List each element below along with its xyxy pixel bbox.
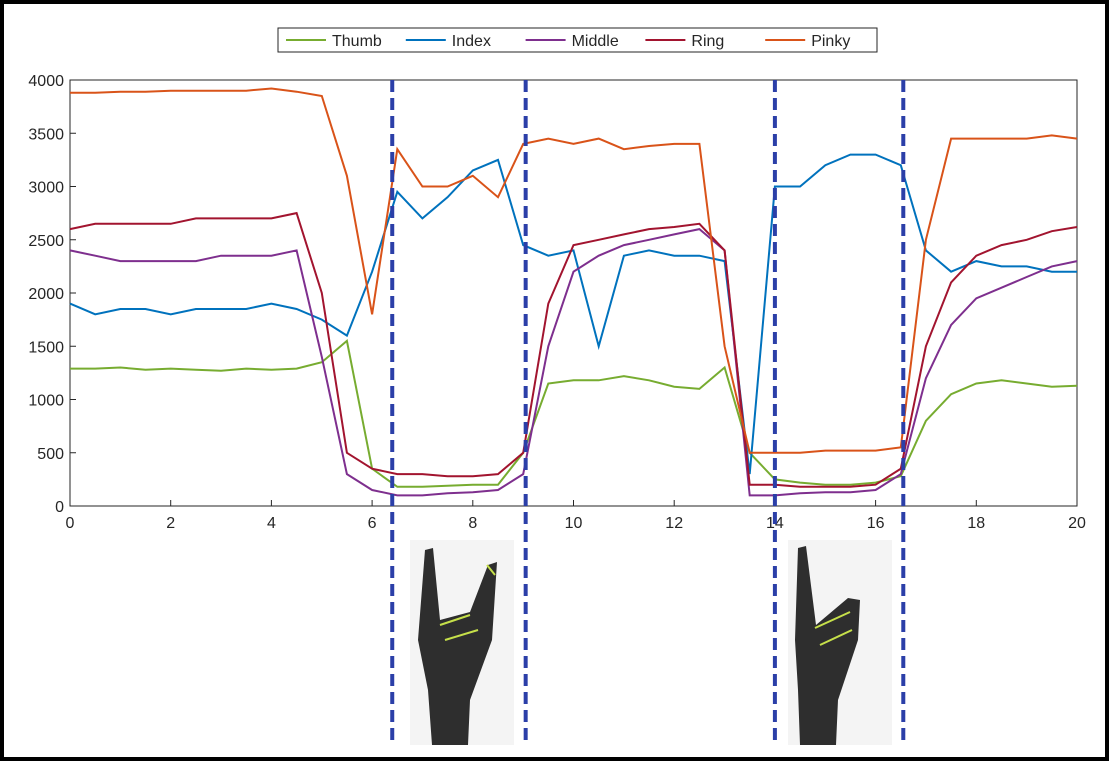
x-tick-label: 0: [66, 515, 75, 532]
chart: 0 500 1000 1500 2000 2500 3000 3500 4000 0 2 4 6 8 10 1…: [0, 0, 1109, 761]
y-tick-label: 3000: [28, 180, 64, 197]
y-tick-label: 1500: [28, 339, 64, 356]
glove-photo: [788, 540, 892, 745]
legend-label: Index: [452, 33, 491, 50]
y-tick-label: 1000: [28, 393, 64, 410]
frame: [2, 2, 1107, 759]
y-tick-label: 4000: [28, 73, 64, 90]
legend-label: Thumb: [332, 33, 382, 50]
y-tick-label: 2500: [28, 233, 64, 250]
x-tick-label: 4: [267, 515, 276, 532]
x-tick-label: 6: [368, 515, 377, 532]
x-tick-label: 12: [665, 515, 683, 532]
legend-label: Pinky: [811, 33, 850, 50]
y-tick-label: 0: [55, 499, 64, 516]
x-tick-label: 20: [1068, 515, 1086, 532]
x-tick-label: 16: [867, 515, 885, 532]
x-tick-label: 10: [565, 515, 583, 532]
x-tick-label: 2: [166, 515, 175, 532]
y-tick-label: 3500: [28, 126, 64, 143]
x-tick-label: 8: [468, 515, 477, 532]
glove-photo: [410, 540, 514, 745]
x-tick-label: 18: [967, 515, 985, 532]
y-tick-label: 500: [37, 446, 64, 463]
legend-label: Ring: [691, 33, 724, 50]
legend-label: Middle: [572, 33, 619, 50]
y-tick-label: 2000: [28, 286, 64, 303]
